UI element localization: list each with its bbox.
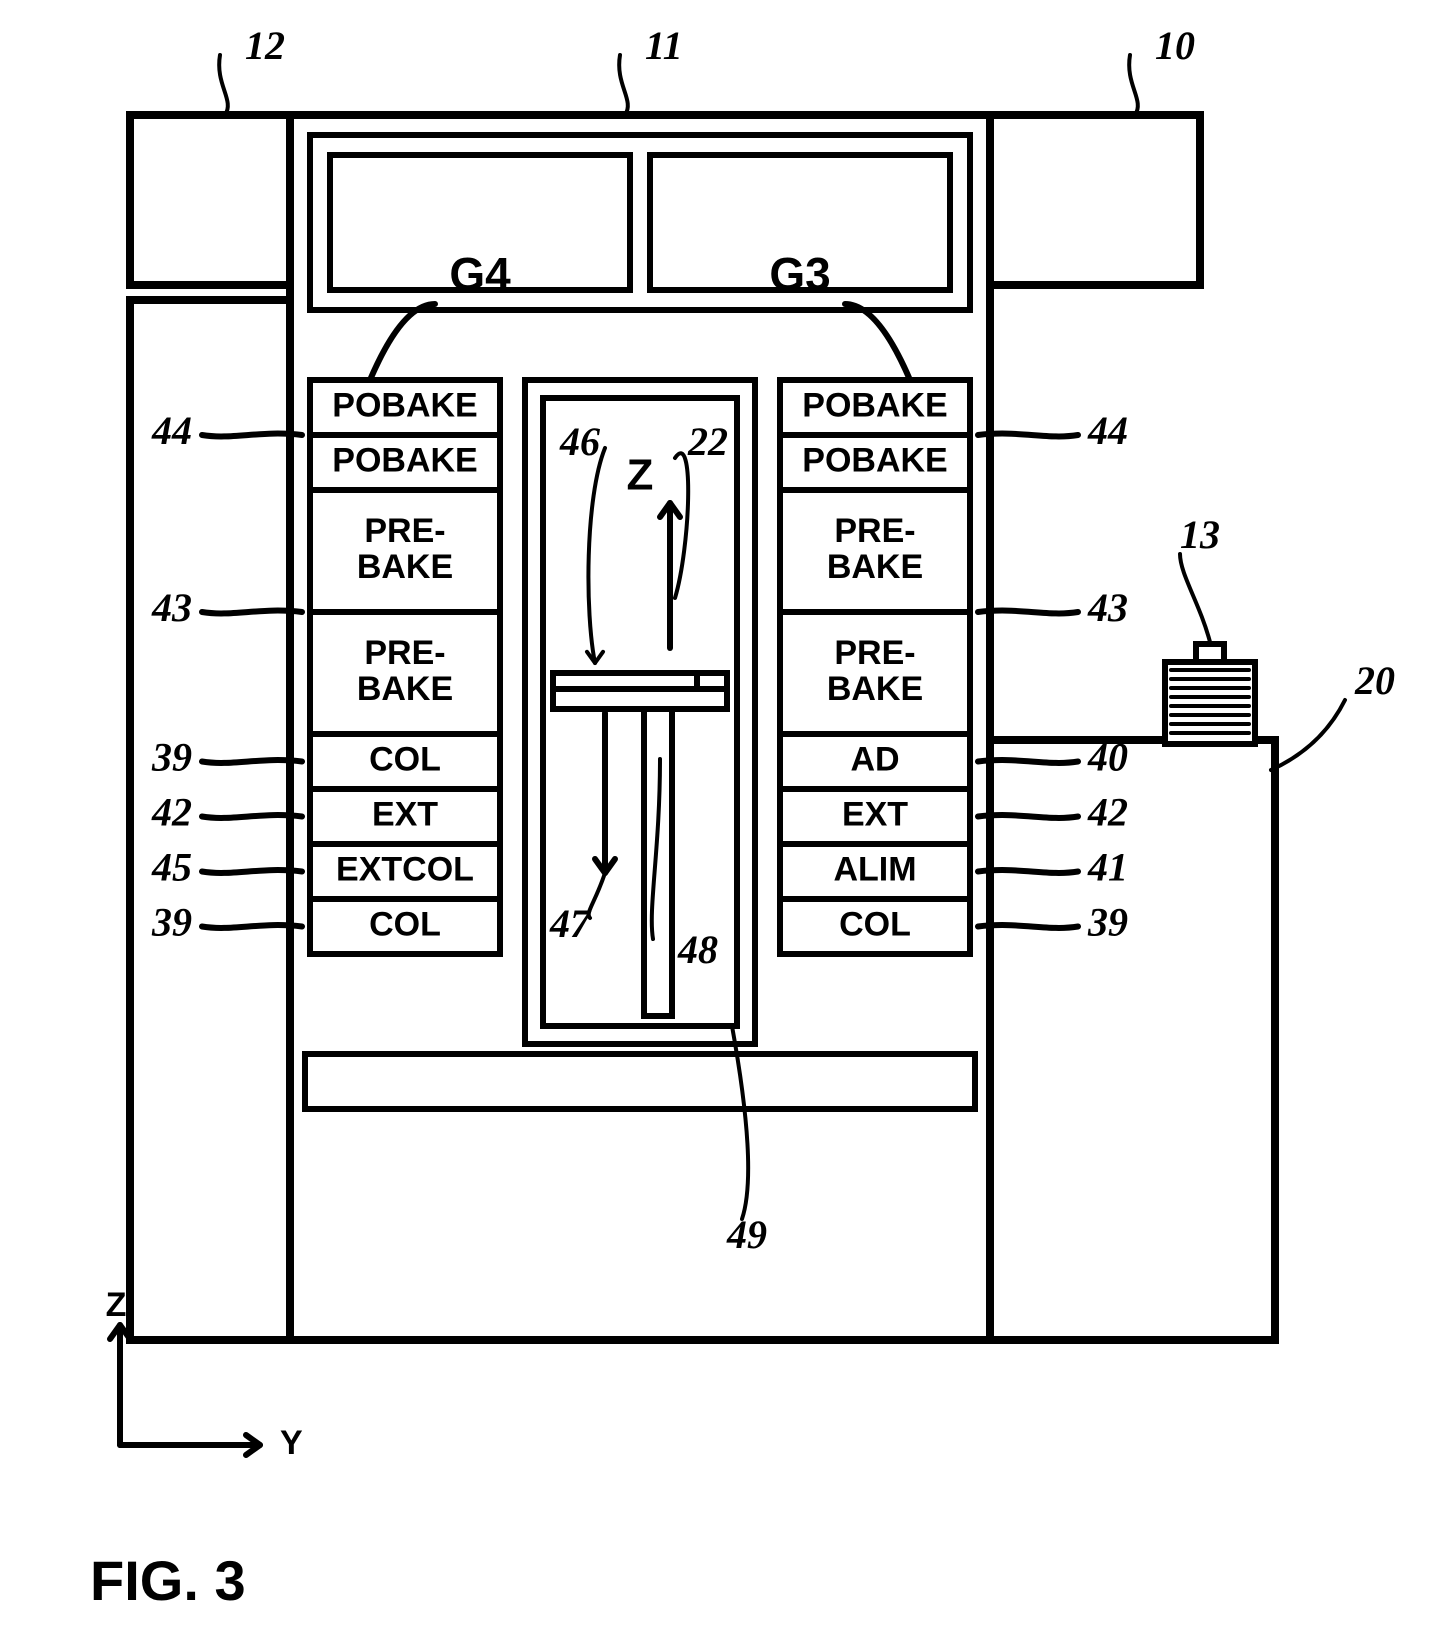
- svg-text:PRE-BAKE: PRE-BAKE: [827, 634, 923, 708]
- svg-text:COL: COL: [369, 740, 441, 778]
- svg-text:42: 42: [151, 790, 192, 835]
- svg-text:Z: Z: [106, 1286, 127, 1324]
- svg-text:39: 39: [1087, 900, 1128, 945]
- svg-text:13: 13: [1180, 512, 1220, 557]
- svg-text:39: 39: [151, 900, 192, 945]
- svg-text:44: 44: [1087, 408, 1128, 453]
- svg-text:39: 39: [151, 735, 192, 780]
- svg-text:POBAKE: POBAKE: [332, 441, 477, 479]
- svg-text:42: 42: [1087, 790, 1128, 835]
- svg-text:Z: Z: [627, 451, 654, 500]
- svg-text:46: 46: [559, 419, 600, 464]
- svg-text:48: 48: [677, 927, 718, 972]
- svg-text:COL: COL: [369, 905, 441, 943]
- svg-text:EXT: EXT: [372, 795, 438, 833]
- svg-text:45: 45: [151, 845, 192, 890]
- svg-text:22: 22: [687, 419, 728, 464]
- svg-text:47: 47: [549, 901, 592, 946]
- figure-3-diagram: G4 G3 POBAKE POBAKE PRE-BAKE PRE-BAKE COL EXT EX…: [0, 0, 1452, 1647]
- svg-text:40: 40: [1087, 735, 1128, 780]
- svg-text:POBAKE: POBAKE: [802, 441, 947, 479]
- svg-text:PRE-BAKE: PRE-BAKE: [357, 634, 453, 708]
- svg-text:Y: Y: [280, 1424, 303, 1462]
- svg-text:POBAKE: POBAKE: [802, 386, 947, 424]
- svg-text:ALIM: ALIM: [833, 850, 916, 888]
- svg-text:AD: AD: [850, 740, 899, 778]
- svg-text:41: 41: [1087, 845, 1128, 890]
- svg-text:COL: COL: [839, 905, 911, 943]
- svg-text:43: 43: [151, 585, 192, 630]
- svg-text:G3: G3: [769, 248, 830, 300]
- svg-text:G4: G4: [449, 248, 511, 300]
- svg-text:20: 20: [1354, 658, 1395, 703]
- svg-text:POBAKE: POBAKE: [332, 386, 477, 424]
- svg-text:49: 49: [726, 1212, 767, 1257]
- svg-text:11: 11: [645, 23, 683, 68]
- svg-text:12: 12: [245, 23, 285, 68]
- svg-text:PRE-BAKE: PRE-BAKE: [357, 512, 453, 586]
- svg-text:PRE-BAKE: PRE-BAKE: [827, 512, 923, 586]
- svg-text:EXT: EXT: [842, 795, 908, 833]
- svg-text:43: 43: [1087, 585, 1128, 630]
- svg-text:EXTCOL: EXTCOL: [336, 850, 474, 888]
- svg-text:FIG. 3: FIG. 3: [90, 1549, 246, 1612]
- svg-text:10: 10: [1155, 23, 1195, 68]
- svg-text:44: 44: [151, 408, 192, 453]
